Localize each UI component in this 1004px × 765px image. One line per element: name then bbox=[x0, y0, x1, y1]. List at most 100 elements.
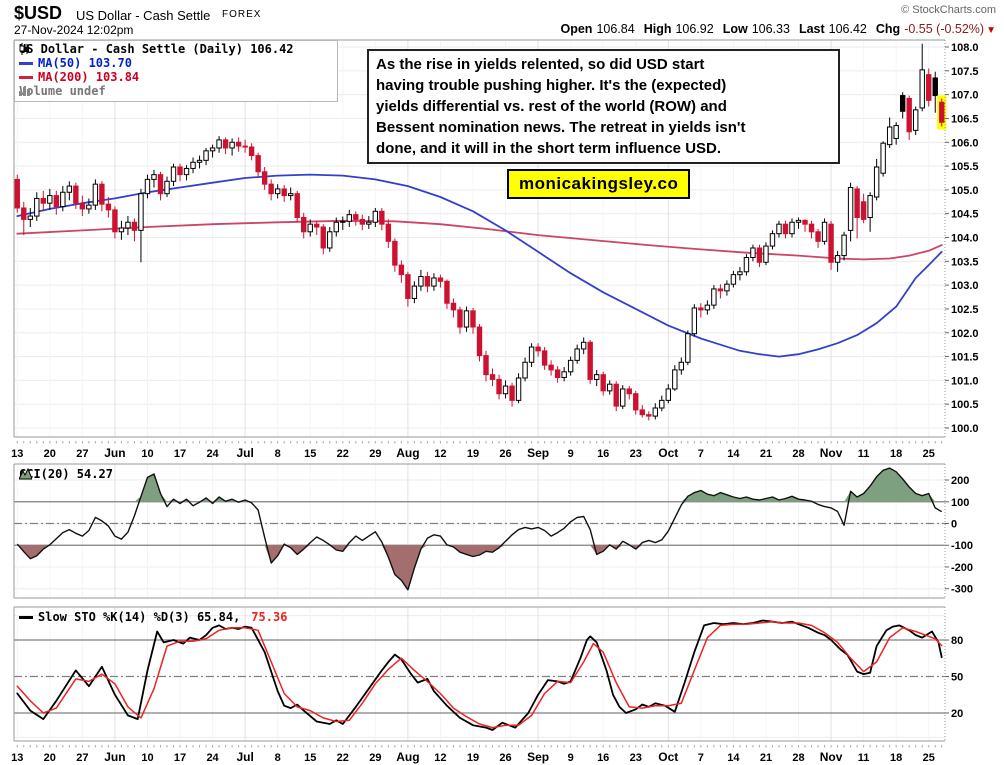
axis-label: 28 bbox=[792, 752, 804, 764]
axis-label: 8 bbox=[275, 448, 281, 460]
legend-volume-row[interactable]: Volume undef bbox=[19, 85, 106, 98]
legend-ma50-row[interactable]: MA(50) 103.70 bbox=[19, 57, 132, 70]
axis-label: 17 bbox=[174, 752, 186, 764]
high-pair: High 106.92 bbox=[644, 22, 714, 36]
candle bbox=[307, 223, 313, 233]
candle bbox=[665, 388, 672, 401]
candle bbox=[164, 180, 170, 195]
legend-volume-text: Volume undef bbox=[19, 84, 106, 98]
ma200-line-path bbox=[16, 219, 943, 261]
axis-label: 9 bbox=[568, 752, 574, 764]
candle bbox=[183, 167, 190, 176]
axis-label: 20 bbox=[44, 448, 56, 460]
candle bbox=[86, 204, 92, 210]
candle bbox=[346, 214, 352, 222]
axis-label: 24 bbox=[206, 448, 219, 460]
axis-label: 14 bbox=[727, 752, 740, 764]
legend-sto-row[interactable]: Slow STO %K(14) %D(3) 65.84, 75.36 bbox=[19, 611, 287, 624]
axis-label: 22 bbox=[337, 752, 349, 764]
axis-label: 24 bbox=[206, 752, 219, 764]
copyright: © StockCharts.com bbox=[901, 4, 996, 16]
ma50-swatch-icon bbox=[19, 62, 33, 65]
chg-pair: Chg -0.55 (-0.52%) ▼ bbox=[876, 22, 996, 36]
candle bbox=[379, 210, 385, 225]
high-label: High bbox=[643, 22, 672, 36]
candle bbox=[170, 166, 177, 182]
candle bbox=[314, 223, 320, 228]
legend-cci-text: CCI(20) 54.27 bbox=[19, 467, 113, 481]
ma50-line bbox=[16, 173, 943, 358]
axis-label: 11 bbox=[858, 752, 870, 764]
candle bbox=[600, 374, 606, 392]
chg-value: -0.55 (-0.52%) bbox=[904, 22, 985, 36]
candle bbox=[125, 221, 131, 229]
candle bbox=[242, 145, 248, 148]
candle bbox=[906, 97, 912, 133]
symbol-ticker: $USD bbox=[14, 3, 63, 23]
axis-label: 50 bbox=[951, 671, 963, 683]
low-label: Low bbox=[722, 22, 748, 36]
axis-label: 25 bbox=[923, 448, 935, 460]
candle bbox=[457, 309, 463, 328]
candle bbox=[203, 150, 209, 161]
candle bbox=[815, 231, 821, 242]
watermark-badge[interactable]: monicakingsley.co bbox=[507, 169, 691, 199]
candle bbox=[53, 195, 60, 208]
candle bbox=[470, 310, 476, 328]
cci-panel bbox=[16, 467, 943, 591]
candle bbox=[463, 310, 470, 328]
candle bbox=[398, 264, 405, 276]
candle bbox=[405, 274, 411, 299]
candle bbox=[235, 141, 242, 147]
candle bbox=[756, 247, 763, 263]
candle bbox=[327, 231, 333, 249]
axis-label: 100 bbox=[951, 497, 969, 509]
axis-label: 21 bbox=[760, 448, 772, 460]
sto-percent-k-path bbox=[16, 619, 943, 731]
candle bbox=[196, 159, 203, 163]
candle bbox=[281, 188, 287, 197]
candle bbox=[685, 333, 691, 363]
candle bbox=[913, 109, 919, 131]
sto-axis: 80 50 20 bbox=[945, 635, 963, 720]
low-pair: Low 106.33 bbox=[723, 22, 790, 36]
candle bbox=[730, 274, 737, 285]
open-label: Open bbox=[560, 22, 593, 36]
ma50-line-path bbox=[16, 173, 943, 358]
candle bbox=[724, 283, 730, 292]
candle bbox=[873, 166, 880, 198]
candle bbox=[515, 377, 522, 401]
low-value: 106.33 bbox=[751, 22, 790, 36]
sto-percent-d bbox=[16, 620, 943, 729]
legend-ma50-text: MA(50) 103.70 bbox=[38, 56, 132, 70]
legend-ma200-row[interactable]: MA(200) 103.84 bbox=[19, 71, 139, 84]
ohlc-bar: Open 106.84 High 106.92 Low 106.33 Last 106.… bbox=[561, 22, 997, 36]
axis-label: 25 bbox=[923, 752, 935, 764]
candle bbox=[431, 277, 437, 287]
axis-label: 19 bbox=[467, 448, 479, 460]
axis-label: 26 bbox=[499, 752, 511, 764]
legend-symbol-row[interactable]: US Dollar - Cash Settle (Daily) 106.42 bbox=[19, 43, 294, 56]
axis-label: 9 bbox=[568, 448, 574, 460]
candle bbox=[789, 221, 795, 235]
candle bbox=[841, 234, 847, 257]
chart-datetime: 27-Nov-2024 12:02pm bbox=[14, 23, 134, 37]
candle bbox=[287, 193, 294, 197]
axis-label: 17 bbox=[174, 448, 186, 460]
axis-label: Jul bbox=[236, 446, 253, 460]
legend-cci-row[interactable]: CCI(20) 54.27 bbox=[19, 468, 113, 481]
axis-label: Oct bbox=[658, 446, 678, 460]
date-axis: 13 20 27 Jun 10 17 24 Jul 8 15 22 29 Aug 12 19 26 Sep 9 16… bbox=[11, 441, 943, 460]
candle bbox=[659, 399, 665, 409]
chg-down-triangle-icon: ▼ bbox=[986, 25, 996, 36]
axis-label: 10 bbox=[141, 448, 153, 460]
cci-line bbox=[16, 467, 943, 591]
symbol-name: US Dollar - Cash Settle bbox=[76, 8, 211, 23]
candle bbox=[190, 161, 196, 169]
axis-label: 80 bbox=[951, 635, 963, 647]
candle bbox=[209, 147, 216, 152]
candle bbox=[157, 174, 164, 195]
candle bbox=[151, 174, 157, 180]
candle bbox=[359, 218, 366, 225]
